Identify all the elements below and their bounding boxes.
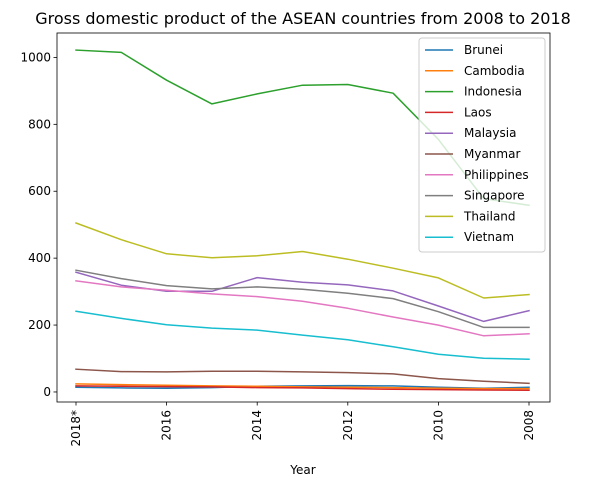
legend-label: Singapore — [464, 189, 525, 203]
legend-label: Brunei — [464, 43, 503, 57]
chart-title: Gross domestic product of the ASEAN coun… — [35, 9, 571, 28]
series-line-singapore — [75, 269, 530, 329]
x-tick-label: 2018* — [69, 410, 83, 447]
legend-label: Myanmar — [464, 147, 520, 161]
y-tick-label: 1000 — [20, 50, 51, 64]
x-tick-label: 2010 — [431, 410, 445, 441]
series-line-brunei — [75, 384, 530, 390]
y-tick-label: 800 — [28, 117, 51, 131]
series-line-philippines — [75, 280, 530, 337]
x-tick-label: 2014 — [250, 410, 264, 441]
plot-area: 0 200 400 600 800 1000 2018* 2016 2014 2012 2010 20… — [20, 32, 551, 447]
series-line-cambodia — [75, 383, 530, 390]
x-axis-label: Year — [289, 463, 315, 477]
y-tick-label: 200 — [28, 318, 51, 332]
legend-label: Laos — [464, 105, 492, 119]
x-tick-label: 2016 — [160, 410, 174, 441]
legend-label: Vietnam — [464, 230, 514, 244]
legend-label: Malaysia — [464, 126, 516, 140]
axes-frame — [56, 32, 551, 403]
series-line-vietnam — [75, 310, 530, 360]
legend-label: Cambodia — [464, 64, 525, 78]
series-line-myanmar — [75, 368, 530, 385]
legend-label: Philippines — [464, 168, 529, 182]
legend-label: Thailand — [463, 209, 516, 223]
x-tick-label: 2008 — [522, 410, 536, 441]
legend-label: Indonesia — [464, 85, 522, 99]
y-tick-label: 0 — [43, 385, 51, 399]
series-line-thailand — [75, 222, 530, 299]
series-line-laos — [75, 385, 530, 392]
y-tick-label: 400 — [28, 251, 51, 265]
x-tick-label: 2012 — [341, 410, 355, 441]
y-tick-label: 600 — [28, 184, 51, 198]
series-line-malaysia — [75, 271, 530, 323]
